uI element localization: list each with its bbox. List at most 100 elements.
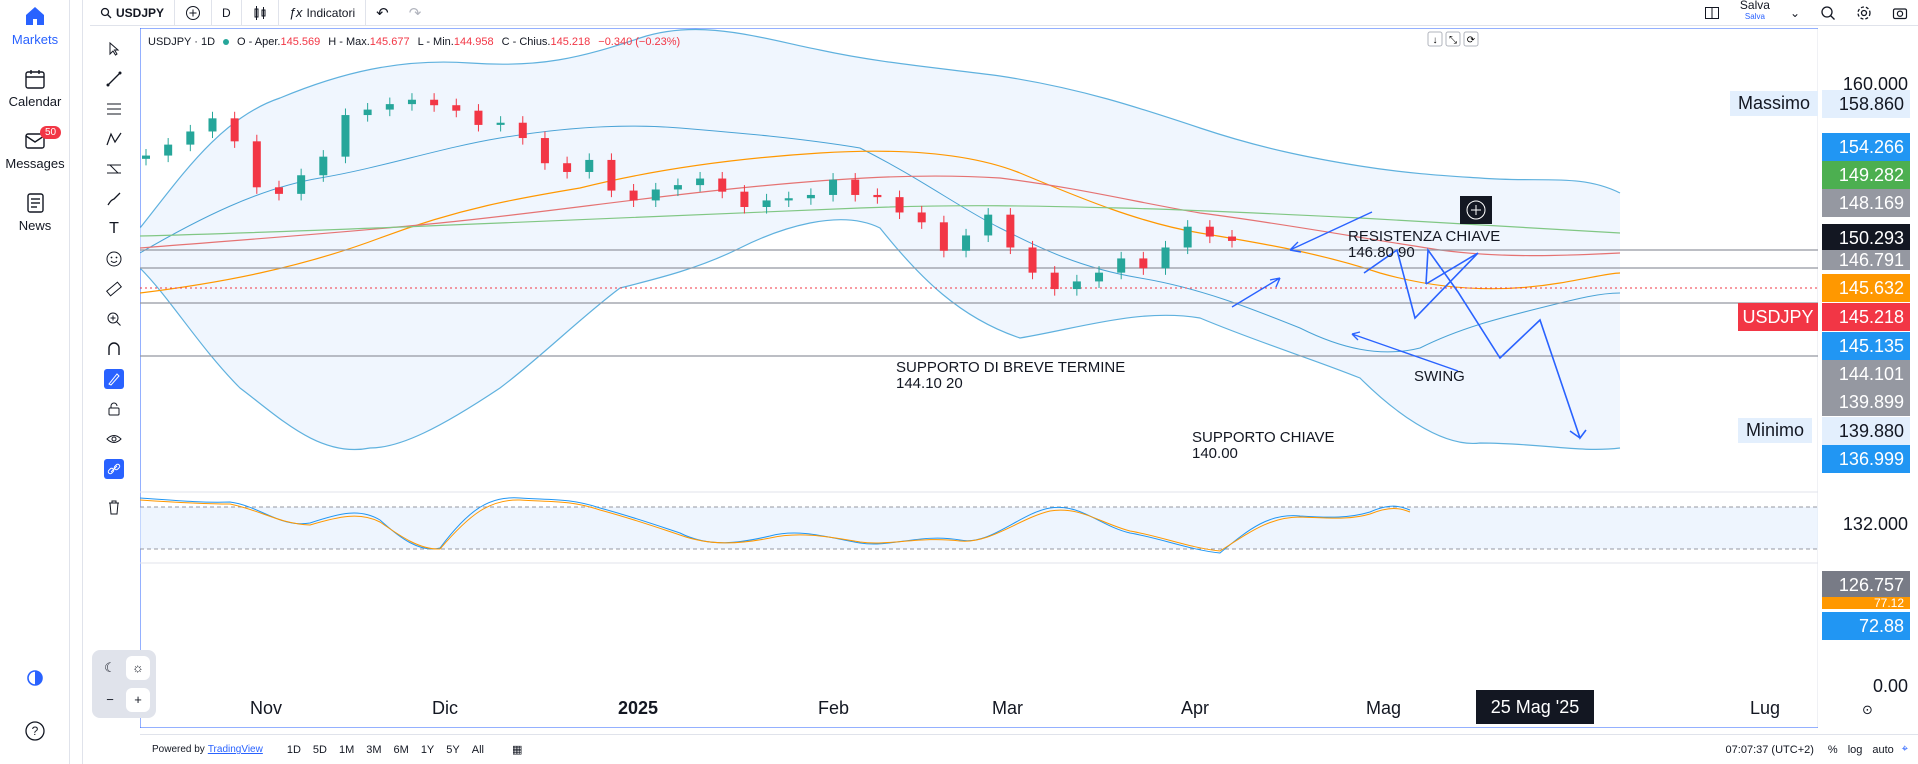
price-box-145-218: 145.218 (1822, 303, 1910, 331)
snapshot-button[interactable] (1882, 0, 1918, 26)
range-3m[interactable]: 3M (366, 743, 382, 756)
emoji-tool[interactable] (96, 244, 132, 274)
legend-low-label: L - Min. (417, 36, 454, 48)
date-range-icon[interactable]: ▦ (511, 744, 523, 756)
settings-button[interactable] (1846, 0, 1882, 26)
pane-collapse-button[interactable] (1427, 31, 1443, 47)
save-button[interactable]: Salva Salva (1730, 0, 1780, 26)
log-toggle[interactable]: log (1847, 743, 1863, 756)
pencil-lock-icon (104, 369, 124, 389)
save-dropdown[interactable]: ⌄ (1780, 0, 1810, 26)
brush-icon (107, 192, 121, 206)
undo-button[interactable]: ↶ (366, 0, 399, 26)
nav-calendar[interactable]: Calendar (0, 68, 70, 109)
symbol-search[interactable]: USDJPY (90, 0, 176, 26)
theme-switcher: ☾ ☼ − + (92, 650, 156, 718)
symbol-price-tag: USDJPY (1738, 303, 1818, 331)
legend-close: 145.218 (550, 36, 591, 48)
sync-tool[interactable] (96, 454, 132, 484)
arrow-down-icon: ↓ (1433, 35, 1438, 46)
clock[interactable]: 07:07:37 (UTC+2) (1725, 743, 1814, 756)
bottom-toolbar: Powered by TradingView 1D 5D 1M 3M 6M 1Y… (140, 734, 1918, 764)
price-box-144: 144.101 (1822, 360, 1910, 388)
candle-body (341, 115, 350, 157)
text-tool[interactable]: T (96, 214, 132, 244)
candle-body (164, 144, 173, 156)
massimo-value: 158.860 (1822, 90, 1910, 118)
percent-toggle[interactable]: % (1827, 743, 1838, 756)
interval-button[interactable]: D (212, 0, 242, 26)
tradingview-link[interactable]: TradingView (207, 744, 263, 755)
zoom-out-button[interactable]: − (106, 692, 114, 707)
fib-tool[interactable] (96, 94, 132, 124)
pane-controls[interactable]: ↓ ⤡ ⟳ (1427, 31, 1479, 47)
nav-markets[interactable]: Markets (0, 4, 70, 47)
maximize-icon: ⤡ (1449, 35, 1457, 46)
range-all[interactable]: All (471, 743, 484, 756)
candle-body (452, 105, 461, 111)
nav-news[interactable]: News (0, 192, 70, 233)
forecast-tool[interactable] (96, 154, 132, 184)
pane-maximize-button[interactable] (1445, 31, 1461, 47)
candle-body (186, 131, 195, 145)
cursor-icon (109, 41, 120, 56)
search-icon (100, 7, 112, 18)
candle-body (607, 159, 616, 191)
range-5d[interactable]: 5D (312, 743, 327, 756)
crosshair-add-button[interactable] (1460, 196, 1492, 224)
zoom-tool[interactable] (96, 304, 132, 334)
price-box-148: 148.169 (1822, 189, 1910, 217)
sun-icon[interactable]: ☼ (126, 656, 150, 680)
measure-tool[interactable] (96, 274, 132, 304)
bollinger-basis-line (140, 125, 1621, 353)
candle-body (873, 194, 882, 198)
price-tick-0: 0.00 (1872, 676, 1908, 696)
price-box-139-899: 139.899 (1822, 388, 1910, 416)
add-circle-icon (186, 5, 201, 20)
text-icon: T (109, 220, 119, 237)
zoom-in-button[interactable]: + (126, 688, 150, 712)
range-1m[interactable]: 1M (338, 743, 355, 756)
legend-open-label: O - Aper. (237, 36, 281, 48)
price-chart[interactable]: ↓ ⤡ ⟳ (140, 28, 1818, 728)
scale-settings-icon[interactable]: ⊙ (1862, 702, 1873, 717)
candle-body (430, 99, 439, 106)
time-label-feb: Feb (818, 698, 850, 718)
theme-toggle[interactable] (0, 668, 70, 692)
range-5y[interactable]: 5Y (446, 743, 460, 756)
time-label-mar: Mar (992, 698, 1023, 718)
candle-body (696, 178, 705, 186)
range-1d[interactable]: 1D (286, 743, 301, 756)
hide-tool[interactable] (96, 424, 132, 454)
price-box-145-632: 145.632 (1822, 274, 1910, 302)
range-6m[interactable]: 6M (393, 743, 409, 756)
auto-toggle[interactable]: auto (1872, 743, 1894, 756)
moon-icon[interactable]: ☾ (104, 660, 116, 675)
link-icon (104, 459, 124, 479)
compare-button[interactable] (175, 0, 213, 26)
candle-body (984, 214, 993, 236)
massimo-tag: Massimo (1730, 91, 1819, 116)
pane-settings-button[interactable] (1463, 31, 1479, 47)
chart-type-button[interactable] (242, 0, 279, 26)
candle-body (1072, 281, 1081, 290)
brush-tool[interactable] (96, 184, 132, 214)
lock-tool[interactable] (96, 394, 132, 424)
fullscreen-icon[interactable]: ⌖ (1901, 743, 1908, 755)
time-label-dic: Dic (432, 698, 458, 718)
range-1y[interactable]: 1Y (420, 743, 435, 756)
nav-messages[interactable]: 50 Messages (0, 126, 70, 171)
trash-icon (109, 500, 119, 515)
redo-button[interactable]: ↷ (399, 0, 432, 26)
keep-drawing-tool[interactable] (96, 364, 132, 394)
trendline-tool[interactable] (96, 64, 132, 94)
cursor-tool[interactable] (96, 34, 132, 64)
indicators-button[interactable]: ƒx Indicatori (279, 0, 367, 26)
help-button[interactable]: ? (0, 720, 70, 746)
pattern-tool[interactable] (96, 124, 132, 154)
layout-button[interactable] (1694, 0, 1730, 26)
chevron-down-icon: ⌄ (1789, 5, 1800, 20)
magnet-tool[interactable] (96, 334, 132, 364)
delete-tool[interactable] (96, 492, 132, 522)
quick-search-button[interactable] (1810, 0, 1846, 26)
